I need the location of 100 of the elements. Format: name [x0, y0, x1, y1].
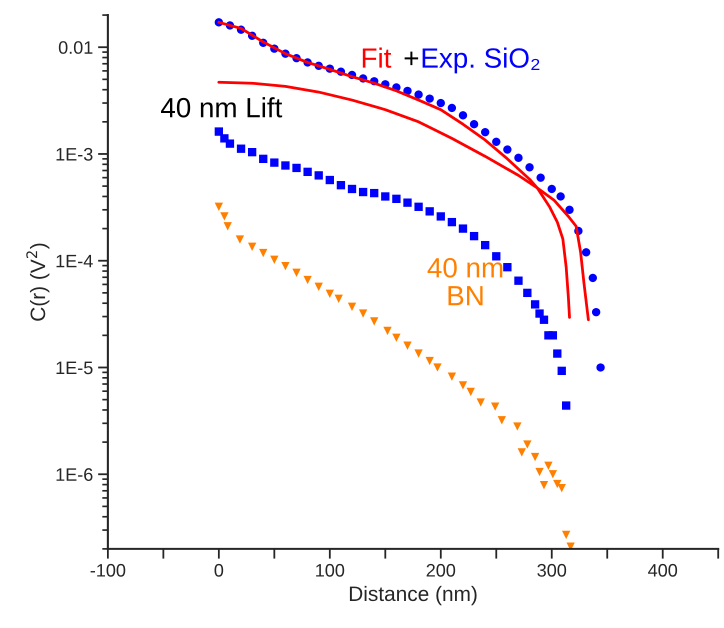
point	[525, 163, 534, 172]
point	[226, 139, 234, 148]
point	[490, 402, 500, 411]
point	[558, 484, 566, 492]
x-axis-title: Distance (nm)	[350, 586, 477, 606]
point	[314, 171, 323, 180]
point	[513, 422, 522, 431]
point	[562, 530, 570, 540]
point	[248, 242, 256, 251]
point	[448, 104, 456, 112]
point	[433, 363, 442, 372]
y-axis-title: C(r) (V$^{2}$)	[26, 244, 50, 321]
point	[248, 148, 256, 156]
point	[414, 349, 423, 358]
point	[436, 212, 445, 221]
point	[392, 334, 401, 342]
x-tick-label: 0	[214, 564, 224, 577]
point	[403, 342, 412, 350]
point	[214, 202, 224, 211]
y-tick-label: 1E-3	[56, 148, 92, 161]
point	[530, 300, 540, 309]
point	[470, 120, 478, 128]
point	[553, 349, 562, 358]
point	[498, 416, 506, 424]
point	[530, 452, 540, 462]
point	[470, 232, 478, 240]
point	[481, 240, 490, 250]
point	[553, 480, 562, 488]
point	[540, 481, 548, 490]
annotation: 40 nm Lift	[161, 97, 282, 118]
point	[236, 235, 244, 244]
point	[458, 111, 468, 120]
point	[540, 316, 548, 324]
point	[458, 224, 468, 233]
point	[334, 294, 343, 303]
point	[592, 308, 600, 316]
y-tick-label: 1E-4	[56, 254, 93, 268]
point	[448, 372, 456, 381]
point	[523, 288, 532, 298]
point	[358, 309, 368, 318]
y-tick-label: 0.01	[58, 41, 92, 54]
point	[370, 317, 378, 326]
annotation: +	[404, 52, 418, 66]
point	[236, 144, 246, 153]
point	[436, 98, 445, 108]
x-tick-label: 100	[316, 564, 344, 577]
point	[514, 276, 523, 285]
point	[544, 462, 553, 470]
point	[523, 440, 532, 449]
point	[426, 356, 434, 366]
point	[259, 154, 268, 164]
point	[596, 363, 605, 372]
point	[492, 252, 500, 260]
series-label: Fit	[362, 48, 392, 68]
point	[292, 164, 301, 172]
point	[270, 158, 278, 167]
point	[558, 366, 566, 376]
point	[214, 127, 224, 136]
point	[458, 381, 468, 390]
point	[220, 212, 229, 221]
point	[326, 290, 334, 298]
point	[381, 192, 390, 201]
point	[259, 248, 268, 258]
point	[426, 207, 434, 216]
point	[476, 398, 485, 407]
point	[358, 188, 368, 196]
point	[270, 256, 278, 264]
point	[503, 263, 512, 272]
point	[336, 181, 346, 190]
point	[448, 218, 456, 226]
point	[392, 194, 401, 203]
point	[466, 388, 475, 396]
point	[303, 276, 312, 284]
point	[481, 128, 490, 136]
x-tick-label: -100	[90, 564, 126, 577]
series-label: Exp. SiO₂	[422, 48, 540, 74]
point	[314, 282, 323, 291]
x-tick-label: 200	[426, 564, 456, 577]
point	[548, 331, 558, 340]
series-label: 40 nm BN	[428, 258, 502, 306]
point	[556, 192, 565, 201]
point	[562, 401, 570, 410]
point	[566, 542, 575, 549]
point	[348, 302, 356, 311]
point	[281, 262, 290, 270]
point	[303, 168, 312, 176]
point	[414, 202, 423, 211]
point	[426, 94, 434, 103]
point	[224, 222, 232, 230]
point	[582, 248, 590, 256]
point	[548, 470, 558, 478]
y-tick-label: 1E-5	[56, 362, 93, 374]
point	[370, 188, 378, 198]
y-tick-label: 1E-6	[56, 468, 92, 481]
point	[326, 176, 334, 184]
point	[348, 184, 356, 194]
point	[535, 468, 544, 476]
point	[492, 138, 500, 146]
x-tick-label: 400	[648, 564, 678, 577]
point	[292, 268, 301, 278]
